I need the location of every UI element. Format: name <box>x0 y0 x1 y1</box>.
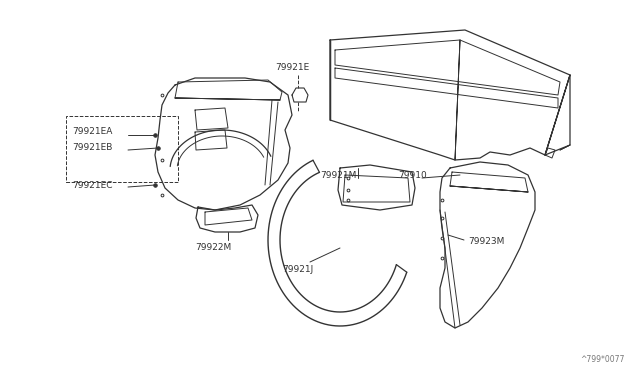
Text: 79921EB: 79921EB <box>72 144 113 153</box>
Text: 79921J: 79921J <box>282 266 313 275</box>
Text: 79921E: 79921E <box>275 64 309 73</box>
Text: 79921EA: 79921EA <box>72 128 113 137</box>
Text: ^799*0077: ^799*0077 <box>580 355 625 364</box>
Text: 79922M: 79922M <box>195 244 231 253</box>
Text: 79921EC: 79921EC <box>72 180 113 189</box>
Text: 79923M: 79923M <box>468 237 504 247</box>
Text: 79910: 79910 <box>398 170 427 180</box>
Text: 79921M: 79921M <box>320 170 356 180</box>
